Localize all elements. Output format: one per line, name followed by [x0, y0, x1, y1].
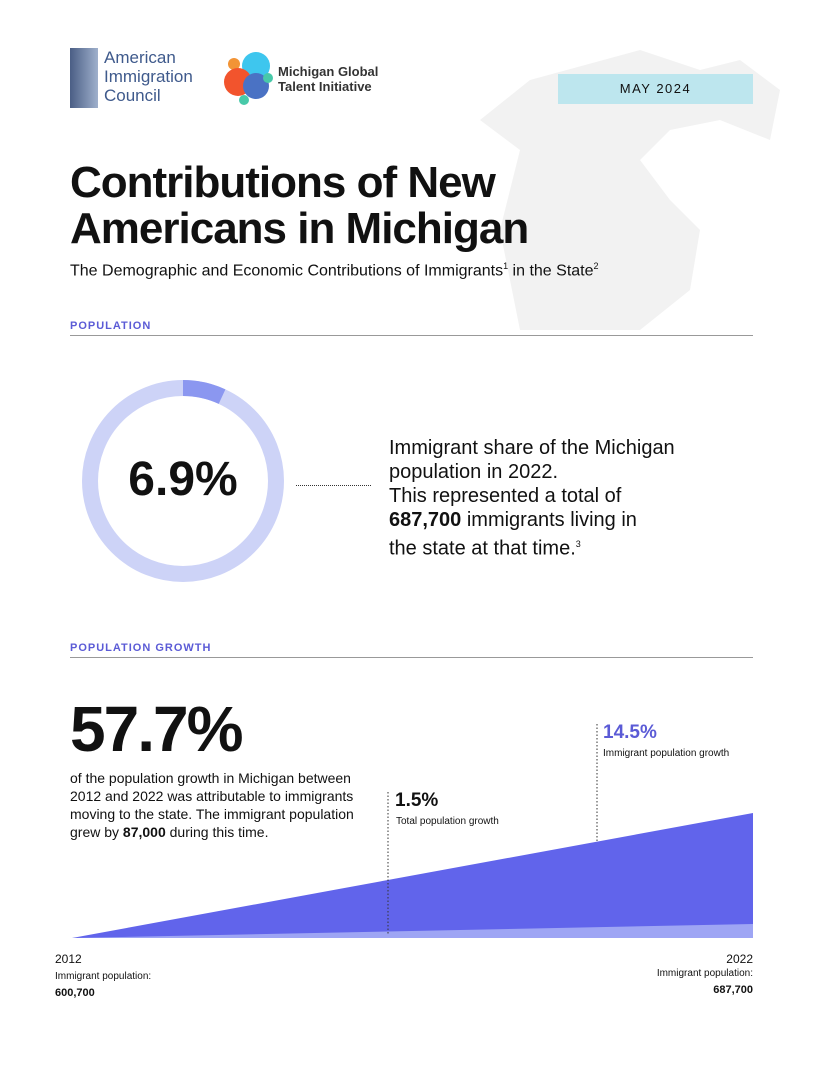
- leader-line: [296, 485, 371, 486]
- immigrant-growth-area: [72, 813, 753, 938]
- section-population: POPULATION: [70, 320, 152, 332]
- start-value: 600,700: [55, 987, 95, 999]
- end-year: 2022: [726, 952, 753, 966]
- total-growth-label: Total population growth: [396, 816, 499, 827]
- growth-share: 57.7%: [70, 693, 243, 765]
- divider: [70, 335, 753, 336]
- growth-description: of the population growth in Michigan bet…: [70, 770, 354, 840]
- mgti-name: Michigan Global Talent Initiative: [278, 64, 379, 94]
- michigan-map-watermark: [480, 50, 780, 330]
- start-year: 2012: [55, 952, 82, 966]
- total-growth-value: 1.5%: [395, 790, 439, 811]
- end-value: 687,700: [713, 984, 753, 996]
- aic-logo: American Immigration Council: [70, 48, 200, 108]
- immigrant-growth-label: Immigrant population growth: [603, 748, 730, 759]
- total-growth-area: [72, 924, 753, 938]
- divider: [70, 657, 753, 658]
- donut-share-arc: [82, 380, 284, 582]
- mgti-logo: [224, 52, 273, 105]
- population-donut: [82, 380, 284, 582]
- section-population-growth: POPULATION GROWTH: [70, 642, 212, 654]
- page-title: Contributions of New Americans in Michiga…: [70, 158, 529, 253]
- end-label: Immigrant population:: [656, 968, 753, 979]
- population-description: Immigrant share of the Michigan populatio…: [389, 437, 675, 560]
- immigrant-growth-value: 14.5%: [603, 722, 657, 743]
- population-share: 6.9%: [128, 453, 238, 506]
- date-badge: MAY 2024: [558, 74, 753, 104]
- start-label: Immigrant population:: [55, 971, 152, 982]
- subtitle: The Demographic and Economic Contributio…: [70, 261, 599, 280]
